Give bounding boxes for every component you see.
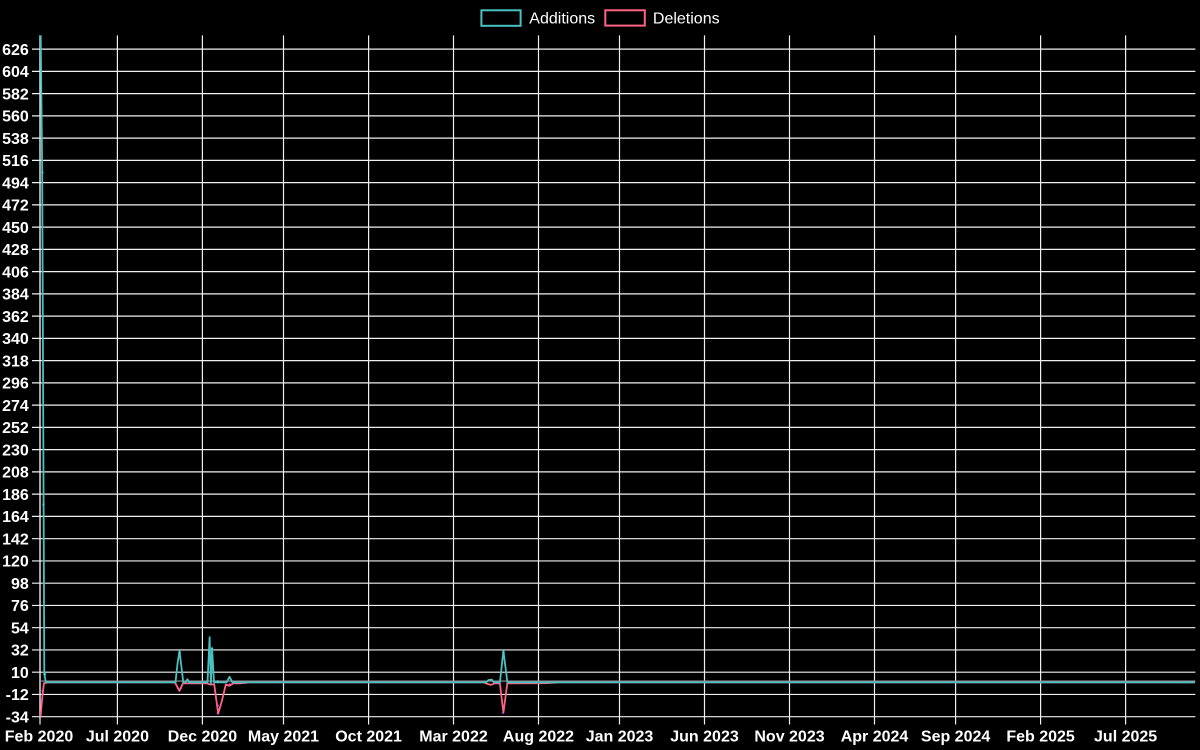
svg-text:604: 604 [2, 64, 29, 81]
svg-text:Oct 2021: Oct 2021 [335, 729, 402, 746]
svg-text:120: 120 [2, 554, 29, 571]
svg-text:208: 208 [2, 465, 29, 482]
svg-text:538: 538 [2, 131, 29, 148]
svg-text:Apr 2024: Apr 2024 [841, 729, 909, 746]
svg-text:582: 582 [2, 86, 29, 103]
svg-text:32: 32 [11, 643, 29, 660]
svg-text:Jul 2020: Jul 2020 [86, 729, 149, 746]
svg-text:May 2021: May 2021 [248, 729, 319, 746]
svg-text:142: 142 [2, 531, 29, 548]
svg-text:186: 186 [2, 487, 29, 504]
svg-text:164: 164 [2, 509, 29, 526]
svg-text:560: 560 [2, 109, 29, 126]
svg-text:626: 626 [2, 42, 29, 59]
svg-text:Nov 2023: Nov 2023 [754, 729, 824, 746]
svg-text:76: 76 [11, 598, 29, 615]
svg-text:450: 450 [2, 220, 29, 237]
svg-text:98: 98 [11, 576, 29, 593]
svg-text:406: 406 [2, 264, 29, 281]
svg-text:Jul 2025: Jul 2025 [1094, 729, 1157, 746]
svg-text:-34: -34 [6, 709, 29, 726]
svg-text:Mar 2022: Mar 2022 [419, 729, 488, 746]
svg-text:10: 10 [11, 665, 29, 682]
svg-text:428: 428 [2, 242, 29, 259]
svg-text:472: 472 [2, 198, 29, 215]
svg-text:-12: -12 [6, 687, 29, 704]
svg-text:Deletions: Deletions [653, 10, 720, 27]
svg-text:384: 384 [2, 287, 29, 304]
svg-text:340: 340 [2, 331, 29, 348]
svg-text:Sep 2024: Sep 2024 [921, 729, 990, 746]
svg-text:Jun 2023: Jun 2023 [670, 729, 739, 746]
svg-text:362: 362 [2, 309, 29, 326]
svg-text:Aug 2022: Aug 2022 [503, 729, 574, 746]
svg-text:274: 274 [2, 398, 29, 415]
svg-text:230: 230 [2, 442, 29, 459]
svg-text:516: 516 [2, 153, 29, 170]
svg-text:252: 252 [2, 420, 29, 437]
svg-text:318: 318 [2, 353, 29, 370]
svg-text:Jan 2023: Jan 2023 [586, 729, 654, 746]
svg-text:Feb 2020: Feb 2020 [5, 729, 74, 746]
svg-text:54: 54 [11, 620, 29, 637]
svg-text:296: 296 [2, 376, 29, 393]
svg-text:Feb 2025: Feb 2025 [1006, 729, 1075, 746]
svg-text:Dec 2020: Dec 2020 [168, 729, 237, 746]
svg-text:Additions: Additions [529, 10, 595, 27]
svg-text:494: 494 [2, 175, 29, 192]
